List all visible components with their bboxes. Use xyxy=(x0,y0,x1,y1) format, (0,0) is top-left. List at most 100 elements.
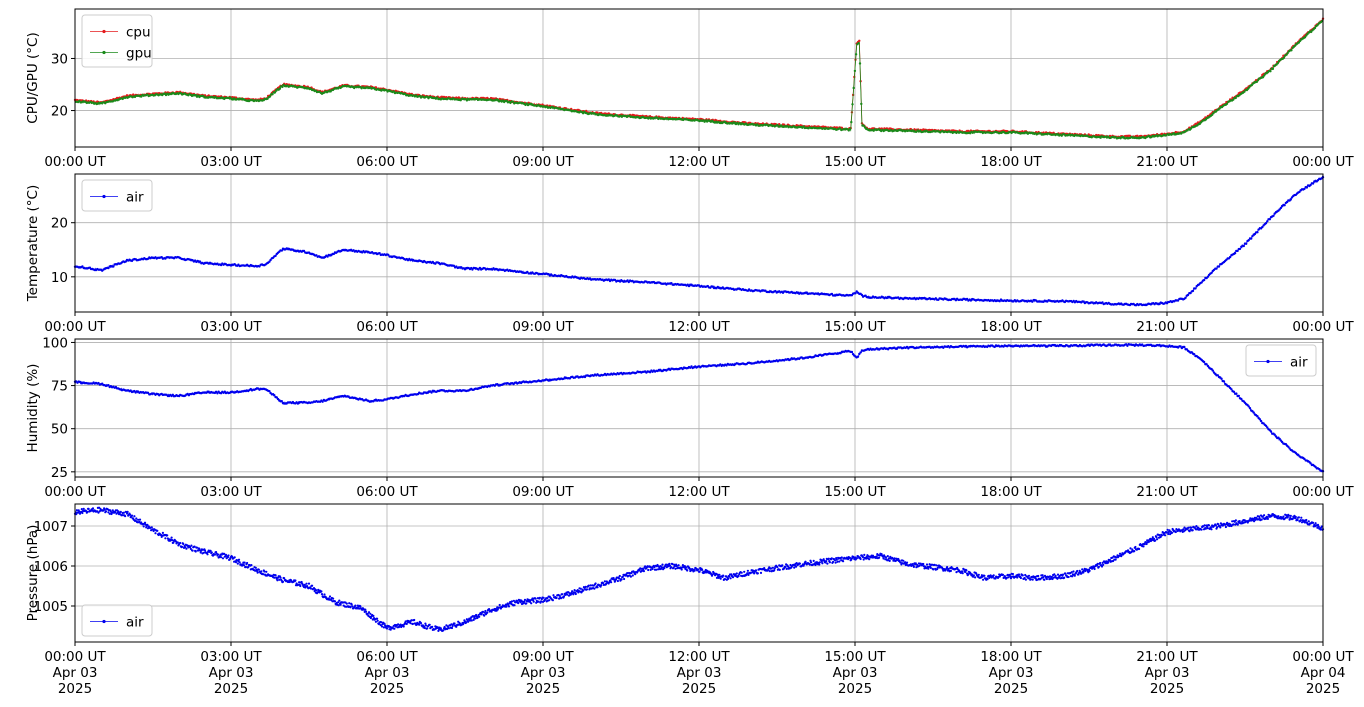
data-point xyxy=(525,102,528,105)
y-tick-label: 25 xyxy=(51,465,68,481)
x-tick-label: 09:00 UT xyxy=(512,154,574,170)
x-tick-label-line: 09:00 UT xyxy=(512,484,574,500)
data-point xyxy=(477,268,480,271)
data-point xyxy=(281,580,285,583)
data-point xyxy=(108,512,111,515)
data-point xyxy=(437,629,440,633)
x-tick-label: 21:00 UT xyxy=(1136,319,1198,335)
data-point xyxy=(436,626,439,629)
legend-label-cpu: cpu xyxy=(126,25,151,41)
data-point xyxy=(1316,24,1319,27)
data-point xyxy=(519,601,522,604)
data-point xyxy=(1245,242,1248,245)
data-point xyxy=(170,536,173,539)
data-point xyxy=(571,590,574,593)
data-point xyxy=(1237,394,1241,398)
data-point xyxy=(1216,374,1220,377)
data-point xyxy=(356,607,359,610)
data-point xyxy=(276,579,279,582)
data-point xyxy=(383,622,386,625)
data-point xyxy=(309,587,312,590)
data-point xyxy=(1252,411,1255,414)
data-point xyxy=(216,553,220,556)
data-point xyxy=(1248,86,1251,89)
data-point xyxy=(472,618,475,622)
data-point xyxy=(1264,424,1268,427)
data-point xyxy=(185,547,188,550)
data-point xyxy=(280,400,283,403)
data-point xyxy=(326,255,329,258)
data-point xyxy=(1271,67,1275,71)
x-tick-label-line: 06:00 UT xyxy=(356,154,418,170)
data-point xyxy=(237,558,241,561)
data-point xyxy=(119,510,122,513)
data-point xyxy=(858,39,861,42)
data-point xyxy=(1242,244,1246,248)
data-point xyxy=(494,607,498,611)
data-point xyxy=(273,576,276,579)
data-point xyxy=(1259,419,1263,423)
data-point xyxy=(179,541,182,545)
data-point xyxy=(513,604,516,607)
data-point xyxy=(366,612,369,615)
data-point xyxy=(146,391,150,394)
data-point xyxy=(851,103,854,106)
data-point xyxy=(1215,267,1218,270)
data-point xyxy=(182,542,185,546)
legend: air xyxy=(1245,344,1317,377)
x-tick-label-line: 06:00 UT xyxy=(356,319,418,335)
data-point xyxy=(307,582,311,585)
data-point xyxy=(321,400,324,403)
data-point xyxy=(397,623,400,626)
x-tick-label-line: 15:00 UT xyxy=(824,319,886,335)
data-point xyxy=(82,507,85,510)
data-point xyxy=(566,593,569,596)
data-point xyxy=(1225,102,1229,106)
legend-label-air: air xyxy=(1290,355,1308,371)
data-point xyxy=(75,513,78,516)
data-point xyxy=(385,627,389,630)
data-point xyxy=(1184,296,1187,299)
data-point xyxy=(181,545,184,548)
data-point xyxy=(354,604,357,607)
data-point xyxy=(278,87,282,90)
data-point xyxy=(426,627,429,630)
data-point xyxy=(234,561,238,564)
y-tick-label: 10 xyxy=(51,270,68,286)
data-point xyxy=(453,622,456,625)
x-tick-label: 03:00 UT xyxy=(200,154,262,170)
data-point xyxy=(511,100,515,103)
data-point xyxy=(114,511,117,514)
data-point xyxy=(1191,289,1195,293)
data-point xyxy=(546,597,549,600)
x-tick-label: 12:00 UT xyxy=(668,484,730,500)
y-tick-label: 50 xyxy=(51,422,68,438)
legend-box xyxy=(81,179,153,212)
data-point xyxy=(257,568,260,571)
data-point xyxy=(1269,430,1273,433)
x-tick-label: 12:00 UT xyxy=(668,154,730,170)
data-point xyxy=(265,570,268,573)
data-point xyxy=(442,629,445,632)
data-point xyxy=(1220,377,1223,380)
data-point xyxy=(350,603,353,606)
data-point xyxy=(298,581,301,584)
data-point xyxy=(850,120,853,124)
x-tick-label-line: 00:00 UT xyxy=(1292,154,1354,170)
data-point xyxy=(531,597,534,600)
data-point xyxy=(376,617,379,620)
data-point xyxy=(648,371,652,374)
series-markers-air xyxy=(73,176,1325,307)
data-point xyxy=(107,266,110,270)
data-point xyxy=(124,515,127,518)
data-point xyxy=(854,53,858,56)
data-point xyxy=(197,549,200,552)
data-point xyxy=(1211,369,1215,372)
data-point xyxy=(236,562,239,565)
data-point xyxy=(486,611,489,614)
x-tick-label-line: 03:00 UT xyxy=(200,319,262,335)
data-point xyxy=(328,595,332,598)
data-point xyxy=(305,582,308,585)
